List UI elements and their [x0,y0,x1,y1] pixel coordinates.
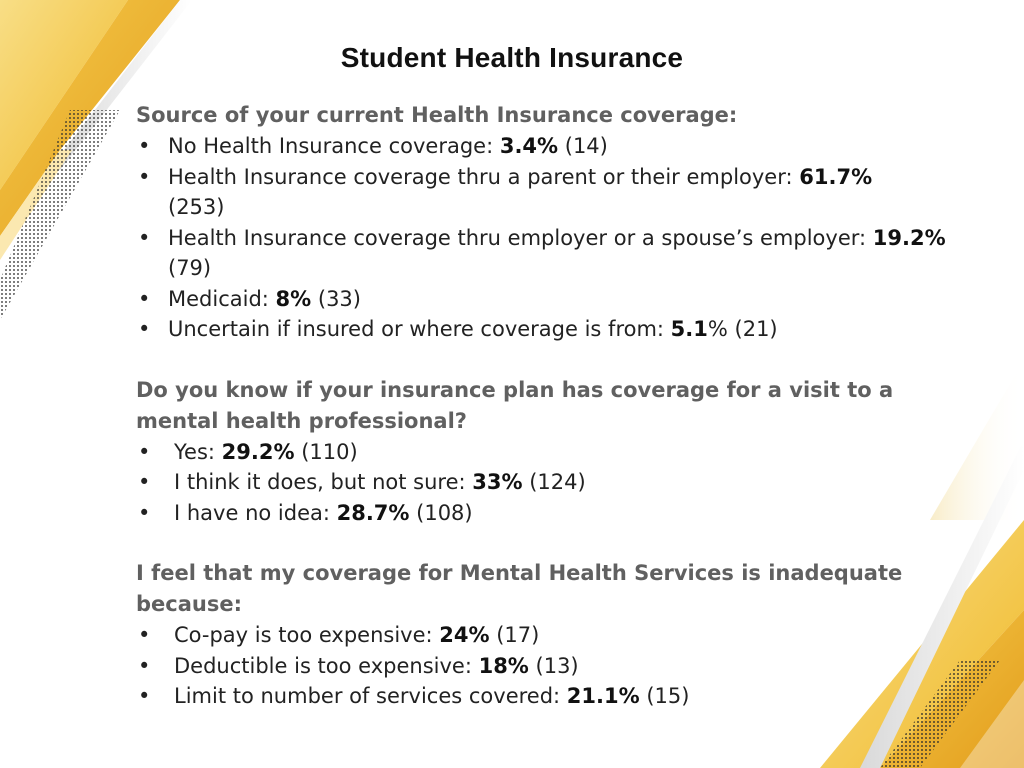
item-label: Limit to number of services covered: [174,684,567,708]
item-count: (13) [528,653,579,678]
item-percent-suffix: % [707,317,728,341]
item-label: I think it does, but not sure: [174,470,473,494]
item-percent: 19.2% [872,225,946,250]
item-label: Health Insurance coverage thru a parent … [168,164,800,189]
list-item: I have no idea: 28.7% (108) [136,498,956,529]
list-item: Health Insurance coverage thru employer … [136,223,956,284]
item-label: Uncertain if insured or where coverage i… [168,317,671,341]
list-item: Limit to number of services covered: 21.… [136,681,956,712]
page-title: Student Health Insurance [340,42,684,73]
item-percent: 8% [275,286,312,311]
item-label: No Health Insurance coverage: [168,134,500,158]
item-label: Yes: [174,439,222,464]
list-item: Deductible is too expensive: 18% (13) [136,651,956,682]
item-percent: 24% [439,623,490,647]
list-item: Co-pay is too expensive: 24% (17) [136,620,956,651]
item-percent: 18% [478,653,529,678]
list-item: Health Insurance coverage thru a parent … [136,162,956,223]
item-percent: 33% [472,470,523,494]
section-mental-health-coverage: Do you know if your insurance plan has c… [136,375,956,529]
section-heading: Do you know if your insurance plan has c… [136,377,894,433]
item-label: Medicaid: [168,286,276,311]
item-percent: 5.1 [670,317,708,341]
item-label: I have no idea: [174,500,337,525]
list-item: No Health Insurance coverage: 3.4% (14) [136,131,956,162]
item-label: Health Insurance coverage thru employer … [168,225,873,250]
item-count: (17) [489,623,540,647]
item-count: (33) [311,286,361,311]
item-count: (15) [639,684,690,708]
item-count: (14) [558,134,608,158]
list-item: Yes: 29.2% (110) [136,437,956,468]
section-inadequate-coverage: I feel that my coverage for Mental Healt… [136,558,956,712]
item-count: (110) [294,439,358,464]
item-percent: 21.1% [566,684,640,708]
section-heading: I feel that my coverage for Mental Healt… [136,561,903,616]
list-item: Uncertain if insured or where coverage i… [136,314,956,345]
slide-content: Source of your current Health Insurance … [136,100,956,712]
item-label: Deductible is too expensive: [174,653,479,678]
section-insurance-source: Source of your current Health Insurance … [136,100,956,345]
top-left-ribbons [0,0,192,320]
item-percent: 29.2% [221,439,295,464]
section-heading: Source of your current Health Insurance … [136,103,738,127]
item-percent: 28.7% [336,500,410,525]
item-count: (21) [727,317,778,341]
item-count: (79) [168,256,212,280]
item-label: Co-pay is too expensive: [174,623,440,647]
item-percent: 3.4% [499,134,559,158]
item-count: (253) [168,195,225,219]
list-item: I think it does, but not sure: 33% (124) [136,467,956,498]
bullet-list: Co-pay is too expensive: 24% (17) Deduct… [136,620,956,712]
bullet-list: No Health Insurance coverage: 3.4% (14) … [136,131,956,345]
list-item: Medicaid: 8% (33) [136,284,956,315]
item-count: (124) [522,470,586,494]
item-percent: 61.7% [799,164,873,189]
bullet-list: Yes: 29.2% (110) I think it does, but no… [136,437,956,529]
item-count: (108) [409,500,473,525]
